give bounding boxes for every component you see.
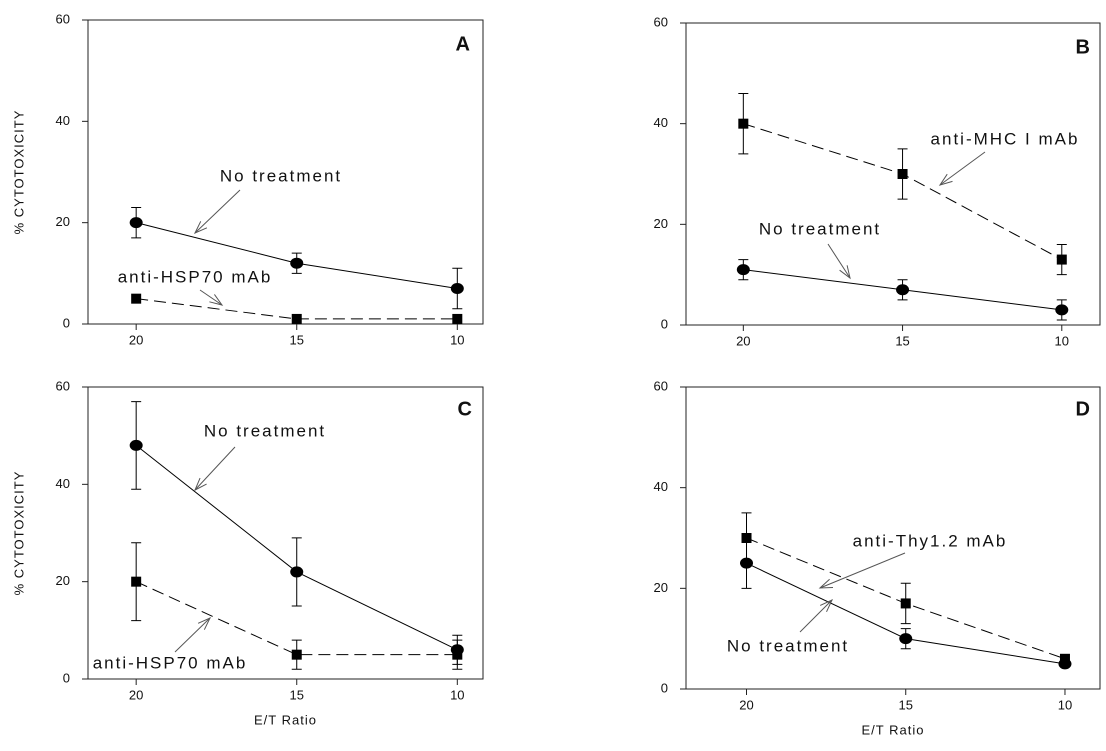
y-tick-label: 40 — [56, 476, 70, 491]
y-axis-label: % CYTOTOXICITY — [11, 471, 26, 596]
arrow-head — [820, 598, 834, 612]
data-point — [1058, 658, 1072, 670]
annotation-arrow — [939, 151, 986, 186]
x-tick-label: 15 — [895, 333, 909, 348]
annotation-arrow — [194, 446, 236, 491]
x-tick-label: 20 — [129, 687, 143, 702]
data-point — [740, 557, 754, 569]
data-point — [290, 566, 304, 578]
x-tick-label: 10 — [450, 687, 464, 702]
x-axis-label: E/T Ratio — [254, 712, 317, 727]
y-tick-label: 40 — [56, 113, 70, 128]
data-point — [291, 649, 302, 660]
plot-frame — [87, 19, 484, 325]
x-tick-label: 15 — [899, 697, 913, 712]
arrow-head — [818, 578, 834, 589]
arrow-head — [193, 221, 208, 235]
series-annotation: No treatment — [220, 166, 342, 185]
y-tick-label: 60 — [56, 11, 70, 26]
y-tick-label: 20 — [56, 573, 70, 588]
y-tick-label: 0 — [661, 316, 668, 331]
series-annotation: anti-MHC I mAb — [931, 129, 1080, 148]
data-point — [290, 257, 304, 269]
data-point — [129, 217, 143, 229]
data-point — [131, 576, 142, 587]
y-tick-label: 20 — [654, 216, 668, 231]
y-tick-label: 0 — [661, 680, 668, 695]
data-point — [1056, 254, 1067, 265]
data-point — [291, 313, 302, 324]
panel-label: C — [458, 398, 472, 420]
data-point — [452, 649, 463, 660]
y-tick-label: 60 — [654, 14, 668, 29]
y-tick-label: 40 — [654, 479, 668, 494]
plot-frame — [685, 22, 1101, 326]
x-tick-label: 10 — [1058, 697, 1072, 712]
data-point — [452, 313, 463, 324]
arrow-head — [839, 265, 851, 280]
data-point — [1055, 304, 1069, 316]
y-tick-label: 20 — [654, 580, 668, 595]
data-point — [897, 169, 908, 179]
plot-frame — [87, 386, 484, 680]
x-tick-label: 20 — [736, 333, 750, 348]
panel-label: A — [456, 33, 470, 55]
y-tick-label: 20 — [56, 214, 70, 229]
arrow-head — [209, 294, 224, 306]
series-annotation: anti-HSP70 mAb — [93, 653, 248, 672]
x-tick-label: 15 — [290, 332, 304, 347]
data-point — [738, 118, 749, 129]
data-point — [736, 264, 750, 276]
series-annotation: No treatment — [759, 219, 881, 238]
x-tick-label: 20 — [129, 332, 143, 347]
x-tick-label: 10 — [450, 332, 464, 347]
y-tick-label: 0 — [63, 670, 70, 685]
plot-frame — [685, 386, 1101, 690]
series-line — [135, 581, 458, 656]
x-axis-label: E/T Ratio — [862, 722, 925, 737]
arrow-head — [194, 477, 207, 492]
data-point — [899, 633, 913, 645]
panel-label: B — [1076, 36, 1090, 58]
series-annotation: anti-HSP70 mAb — [118, 267, 273, 286]
arrow-head — [938, 173, 953, 186]
annotation-arrow — [827, 243, 851, 279]
data-point — [896, 284, 910, 296]
data-point — [131, 293, 142, 304]
x-tick-label: 15 — [290, 687, 304, 702]
y-tick-label: 60 — [654, 378, 668, 393]
arrow-head — [197, 616, 212, 630]
y-tick-label: 40 — [654, 115, 668, 130]
annotation-arrow — [194, 189, 241, 234]
y-tick-label: 0 — [63, 315, 70, 330]
panel-label: D — [1076, 398, 1090, 420]
data-point — [900, 598, 911, 609]
x-tick-label: 10 — [1055, 333, 1069, 348]
series-annotation: No treatment — [727, 636, 849, 655]
series-annotation: anti-Thy1.2 mAb — [853, 531, 1008, 550]
y-axis-label: % CYTOTOXICITY — [11, 110, 26, 235]
annotation-arrow — [819, 552, 906, 589]
x-tick-label: 20 — [739, 697, 753, 712]
annotation-arrow — [799, 599, 833, 633]
y-tick-label: 60 — [56, 378, 70, 393]
annotation-arrow — [199, 289, 223, 306]
data-point — [450, 283, 464, 295]
data-point — [129, 439, 143, 451]
annotation-arrow — [174, 617, 211, 653]
series-annotation: No treatment — [204, 421, 326, 440]
